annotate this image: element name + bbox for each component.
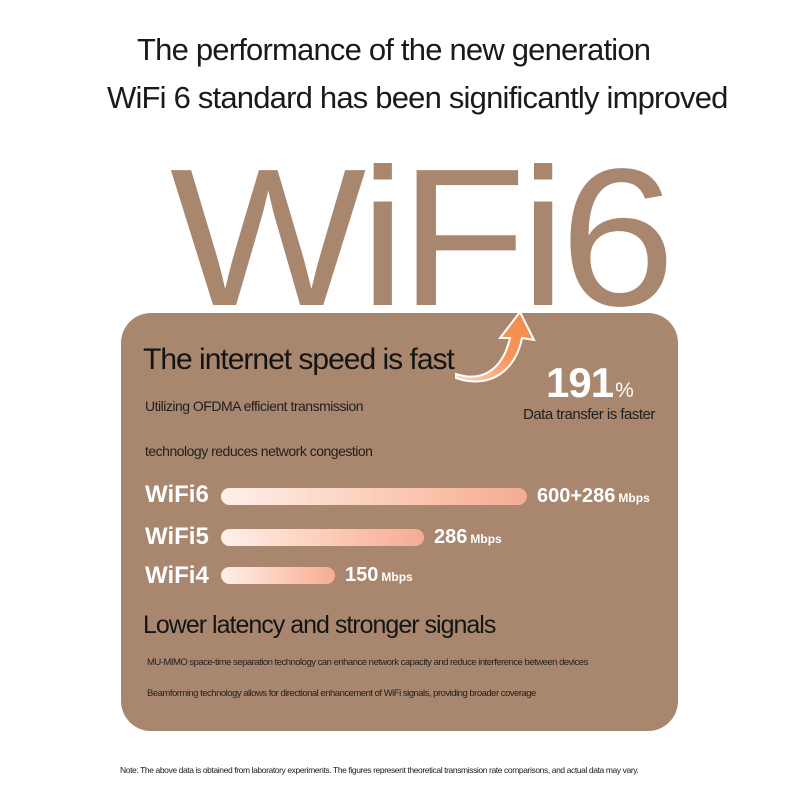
wifi4-label: WiFi4: [145, 562, 209, 589]
mu-mimo-description: MU-MIMO space-time separation technology…: [147, 657, 588, 668]
wifi6-speed-number: 600+286: [537, 485, 616, 507]
improvement-value: 191: [546, 359, 614, 406]
wifi6-speed-bar: [221, 488, 527, 505]
wifi4-speed-number: 150: [345, 564, 379, 586]
curved-up-arrow-icon: [455, 310, 536, 383]
wifi4-speed-value: 150 Mbps: [345, 564, 413, 587]
wifi5-speed-number: 286: [434, 526, 468, 548]
ofdma-description-line-1: Utilizing OFDMA efficient transmission: [145, 398, 364, 414]
wifi4-speed-unit: Mbps: [381, 570, 413, 584]
feature-card: [121, 313, 678, 731]
wifi6-speed-value: 600+286 Mbps: [537, 485, 650, 508]
hero-wifi6-wordmark: WiFi6: [170, 128, 675, 347]
improvement-percentage: 191%: [546, 359, 634, 407]
wifi5-speed-unit: Mbps: [470, 532, 502, 546]
headline-line-1: The performance of the new generation: [137, 32, 651, 67]
wifi5-label: WiFi5: [145, 523, 209, 550]
wifi4-speed-bar: [221, 567, 335, 584]
ofdma-description-line-2: technology reduces network congestion: [145, 443, 373, 459]
improvement-unit: %: [615, 379, 634, 402]
beamforming-description: Beamforming technology allows for direct…: [147, 688, 536, 699]
wifi6-label: WiFi6: [145, 481, 209, 508]
wifi5-speed-bar: [221, 529, 424, 546]
headline-line-2: WiFi 6 standard has been significantly i…: [107, 80, 728, 115]
wifi5-speed-value: 286 Mbps: [434, 526, 502, 549]
footnote: Note: The above data is obtained from la…: [120, 765, 639, 775]
improvement-caption: Data transfer is faster: [523, 406, 655, 423]
wifi6-speed-unit: Mbps: [618, 491, 650, 505]
speed-section-title: The internet speed is fast: [143, 343, 455, 376]
latency-section-title: Lower latency and stronger signals: [143, 611, 496, 639]
